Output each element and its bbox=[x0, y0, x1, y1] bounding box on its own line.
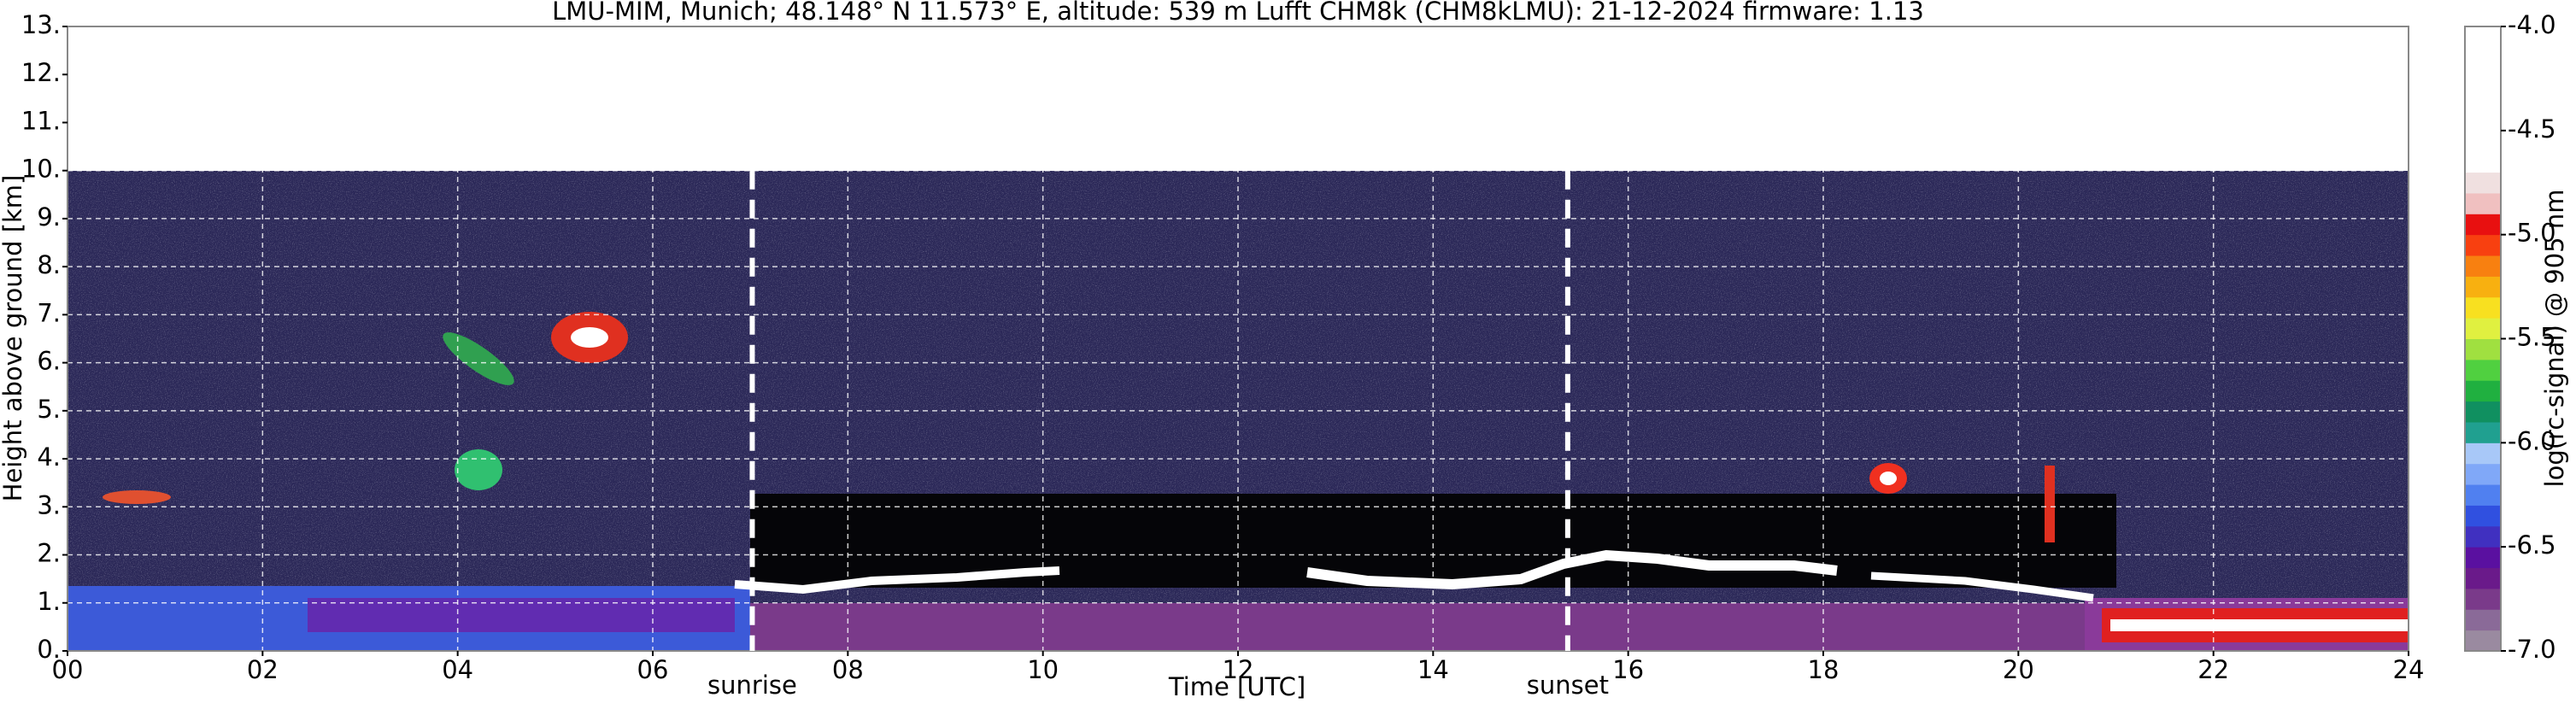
annotation-label: sunrise bbox=[707, 671, 797, 700]
colorbar-band bbox=[2465, 318, 2501, 339]
colorbar-band bbox=[2465, 359, 2501, 381]
y-tick-label: 9. bbox=[37, 202, 61, 231]
colorbar-band bbox=[2465, 47, 2501, 69]
colorbar-band bbox=[2465, 67, 2501, 90]
colorbar-band bbox=[2465, 89, 2501, 110]
colorbar-band bbox=[2465, 255, 2501, 277]
colorbar-band bbox=[2465, 130, 2501, 152]
x-tick-label: 12 bbox=[1223, 655, 1254, 684]
colorbar-band bbox=[2465, 338, 2501, 360]
y-tick-label: 0. bbox=[37, 635, 61, 664]
colorbar-band bbox=[2465, 276, 2501, 298]
colorbar-band bbox=[2465, 421, 2501, 443]
colorbar-tick-label: -6.0 bbox=[2508, 426, 2556, 455]
colorbar-band bbox=[2465, 401, 2501, 423]
colorbar-band bbox=[2465, 26, 2501, 48]
colorbar-band bbox=[2465, 484, 2501, 506]
y-tick-label: 11. bbox=[21, 106, 61, 135]
x-tick-label: 16 bbox=[1612, 655, 1644, 684]
x-tick-label: 04 bbox=[442, 655, 473, 684]
colorbar-band bbox=[2465, 463, 2501, 485]
backscatter-image bbox=[67, 171, 2409, 651]
x-tick-label: 10 bbox=[1027, 655, 1059, 684]
colorbar-band bbox=[2465, 567, 2501, 589]
colorbar-tick-label: -4.0 bbox=[2508, 10, 2556, 39]
colorbar-tick-label: -5.0 bbox=[2508, 219, 2556, 248]
chart-title: LMU-MIM, Munich; 48.148° N 11.573° E, al… bbox=[552, 0, 1924, 26]
colorbar-band bbox=[2465, 234, 2501, 256]
y-axis-label: Height above ground [km] bbox=[0, 175, 27, 502]
colorbar-band bbox=[2465, 547, 2501, 569]
y-tick-label: 4. bbox=[37, 442, 61, 472]
x-tick-label: 14 bbox=[1417, 655, 1449, 684]
colorbar-tick-label: -4.5 bbox=[2508, 114, 2556, 144]
y-tick-label: 6. bbox=[37, 347, 61, 376]
y-tick-label: 5. bbox=[37, 395, 61, 424]
colorbar-band bbox=[2465, 296, 2501, 319]
x-tick-label: 02 bbox=[247, 655, 279, 684]
colorbar-band bbox=[2465, 442, 2501, 465]
x-axis-label: Time [UTC] bbox=[1168, 672, 1306, 701]
x-tick-label: 08 bbox=[832, 655, 864, 684]
colorbar-band bbox=[2465, 214, 2501, 236]
colorbar-band bbox=[2465, 151, 2501, 173]
y-tick-label: 13. bbox=[21, 10, 61, 39]
colorbar-label: log(rc-signal) @ 905 nm bbox=[2540, 190, 2569, 488]
colorbar-band bbox=[2465, 630, 2501, 652]
x-tick-label: 18 bbox=[1808, 655, 1840, 684]
y-tick-label: 8. bbox=[37, 250, 61, 279]
annotation-label: sunset bbox=[1527, 671, 1609, 700]
x-tick-label: 24 bbox=[2393, 655, 2425, 684]
y-tick-label: 2. bbox=[37, 539, 61, 568]
colorbar-band bbox=[2465, 109, 2501, 132]
colorbar-band bbox=[2465, 380, 2501, 402]
y-tick-label: 10. bbox=[21, 155, 61, 184]
colorbar-band bbox=[2465, 588, 2501, 610]
y-tick-label: 7. bbox=[37, 298, 61, 327]
colorbar-band bbox=[2465, 172, 2501, 194]
colorbar-band bbox=[2465, 525, 2501, 548]
colorbar-band bbox=[2465, 505, 2501, 527]
x-tick-label: 06 bbox=[637, 655, 669, 684]
colorbar-tick-label: -6.5 bbox=[2508, 530, 2556, 560]
x-tick-label: 20 bbox=[2003, 655, 2034, 684]
y-tick-label: 12. bbox=[21, 58, 61, 87]
y-tick-label: 3. bbox=[37, 490, 61, 519]
x-tick-label: 22 bbox=[2198, 655, 2229, 684]
colorbar-tick-label: -7.0 bbox=[2508, 635, 2556, 664]
colorbar-band bbox=[2465, 609, 2501, 631]
y-tick-label: 1. bbox=[37, 587, 61, 616]
colorbar-band bbox=[2465, 192, 2501, 214]
x-tick-label: 00 bbox=[52, 655, 84, 684]
colorbar-tick-label: -5.5 bbox=[2508, 323, 2556, 352]
